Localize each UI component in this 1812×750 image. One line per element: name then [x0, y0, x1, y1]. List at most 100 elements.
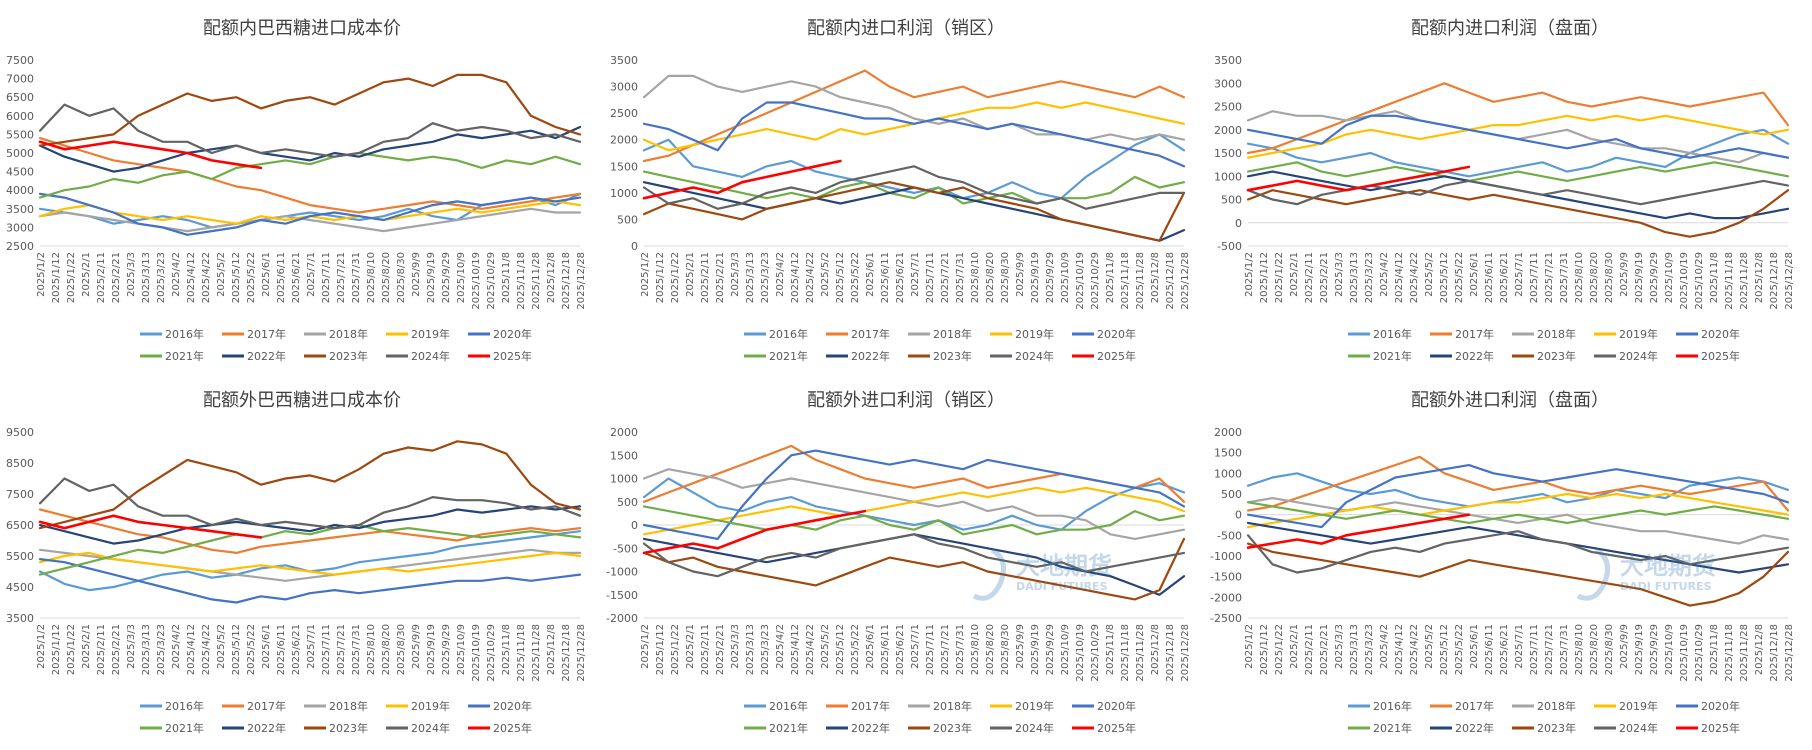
series-line-2024年: [38, 103, 582, 158]
series-line-2025年: [1246, 165, 1471, 192]
x-tick-label: 2025/5/12: [1439, 624, 1450, 675]
legend-label: 2020年: [1097, 327, 1136, 341]
y-tick-label: -2000: [1210, 591, 1242, 604]
x-tick-label: 2025/12/28: [576, 252, 587, 310]
series-line-2024年: [642, 533, 1186, 578]
x-tick-label: 2025/7/31: [351, 252, 362, 303]
x-tick-label: 2025/6/1: [1469, 624, 1480, 669]
legend-label: 2023年: [329, 349, 368, 363]
x-tick-label: 2025/8/20: [1589, 252, 1600, 303]
series-line-2025年: [642, 159, 842, 200]
x-tick-label: 2025/1/2: [36, 624, 47, 669]
chart-panel-6: 配额外进口利润（盘面） -2500 -2000 -1500 -1000 -500 0 500 1…: [1208, 378, 1812, 750]
x-tick-label: 2025/9/19: [1030, 624, 1041, 675]
x-tick-label: 2025/7/21: [336, 252, 347, 303]
legend-label: 2024年: [1015, 349, 1054, 363]
x-tick-label: 2025/6/21: [1499, 624, 1510, 675]
x-tick-label: 2025/2/21: [1319, 252, 1330, 303]
x-tick-label: 2025/3/23: [760, 252, 771, 303]
series-line-2024年: [38, 477, 582, 530]
x-tick-label: 2025/3/3: [1334, 624, 1345, 669]
x-tick-label: 2025/1/12: [1259, 252, 1270, 303]
series-line-2018年: [38, 207, 582, 233]
legend-label: 2022年: [851, 349, 890, 363]
y-tick-label: 7000: [6, 73, 34, 86]
x-tick-label: 2025/11/28: [1739, 624, 1750, 682]
x-tick-label: 2025/1/22: [66, 624, 77, 675]
y-tick-label: 3000: [1214, 77, 1242, 90]
x-tick-label: 2025/5/12: [1439, 252, 1450, 303]
x-tick-label: 2025/12/18: [561, 624, 572, 682]
y-tick-label: 4500: [6, 581, 34, 594]
y-tick-label: 0: [1235, 217, 1242, 230]
y-tick-label: 0: [1235, 509, 1242, 522]
x-tick-label: 2025/10/29: [1694, 624, 1705, 682]
legend-label: 2017年: [851, 327, 890, 341]
x-tick-label: 2025/3/13: [745, 624, 756, 675]
legend-label: 2025年: [1097, 349, 1136, 363]
x-tick-label: 2025/7/21: [1544, 624, 1555, 675]
series-line-2017年: [38, 137, 582, 214]
x-tick-label: 2025/2/21: [1319, 624, 1330, 675]
legend-label: 2020年: [1701, 699, 1740, 713]
chart-panel-4: 配额外巴西糖进口成本价 3500 4500 5500 6500 7500 8500 9500 2…: [0, 378, 604, 750]
y-tick-label: 3000: [610, 81, 638, 94]
x-tick-label: 2025/4/12: [186, 624, 197, 675]
x-tick-label: 2025/2/1: [81, 252, 92, 297]
legend-label: 2016年: [165, 699, 204, 713]
x-tick-label: 2025/1/12: [1259, 624, 1270, 675]
y-tick-label: -2000: [606, 612, 638, 625]
y-tick-label: 6000: [6, 110, 34, 123]
x-tick-label: 2025/11/18: [1120, 624, 1131, 682]
x-tick-label: 2025/11/28: [1135, 624, 1146, 682]
x-tick-label: 2025/10/9: [1060, 252, 1071, 303]
legend-label: 2018年: [1537, 327, 1576, 341]
x-tick-label: 2025/8/30: [1000, 252, 1011, 303]
y-tick-label: 7500: [6, 488, 34, 501]
legend-label: 2024年: [1619, 721, 1658, 735]
x-tick-label: 2025/4/12: [790, 252, 801, 303]
x-tick-label: 2025/2/11: [96, 252, 107, 303]
x-tick-label: 2025/8/30: [1604, 252, 1615, 303]
x-tick-label: 2025/11/8: [501, 252, 512, 303]
x-tick-label: 2025/7/31: [1559, 624, 1570, 675]
x-tick-label: 2025/9/29: [1649, 252, 1660, 303]
x-tick-label: 2025/12/18: [1769, 252, 1780, 310]
chart-title: 配额外进口利润（盘面）: [1411, 390, 1609, 411]
legend-label: 2021年: [769, 721, 808, 735]
x-tick-label: 2025/5/12: [231, 624, 242, 675]
x-tick-label: 2025/9/29: [441, 624, 452, 675]
x-tick-label: 2025/2/1: [685, 252, 696, 297]
legend-label: 2017年: [1455, 327, 1494, 341]
x-tick-label: 2025/8/30: [1000, 624, 1011, 675]
watermark-en: DADI FUTURES: [1620, 580, 1712, 593]
y-tick-label: 500: [617, 213, 638, 226]
series-line-2024年: [1246, 530, 1790, 574]
x-tick-label: 2025/10/19: [1075, 624, 1086, 682]
series-line-2017年: [1246, 82, 1790, 155]
series-line-2025年: [38, 514, 263, 539]
x-tick-label: 2025/5/2: [216, 252, 227, 297]
y-tick-label: 4500: [6, 166, 34, 179]
x-tick-label: 2025/8/20: [985, 252, 996, 303]
x-tick-label: 2025/7/1: [910, 252, 921, 297]
x-tick-label: 2025/3/23: [760, 624, 771, 675]
x-tick-label: 2025/12/8: [1150, 252, 1161, 303]
legend-label: 2022年: [1455, 721, 1494, 735]
x-tick-label: 2025/10/19: [1075, 252, 1086, 310]
x-tick-label: 2025/3/3: [730, 624, 741, 669]
x-tick-label: 2025/10/29: [486, 624, 497, 682]
series-line-2023年: [1246, 189, 1790, 238]
legend-label: 2021年: [769, 349, 808, 363]
x-tick-label: 2025/9/9: [411, 624, 422, 669]
x-tick-label: 2025/5/12: [835, 624, 846, 675]
legend-label: 2016年: [165, 327, 204, 341]
y-tick-label: 3500: [1214, 54, 1242, 67]
x-tick-label: 2025/8/30: [396, 252, 407, 303]
x-tick-label: 2025/7/21: [336, 624, 347, 675]
series-line-2016年: [1246, 472, 1790, 508]
x-tick-label: 2025/3/13: [1349, 252, 1360, 303]
series-line-2020年: [642, 101, 1186, 168]
y-tick-label: 2000: [1214, 426, 1242, 439]
